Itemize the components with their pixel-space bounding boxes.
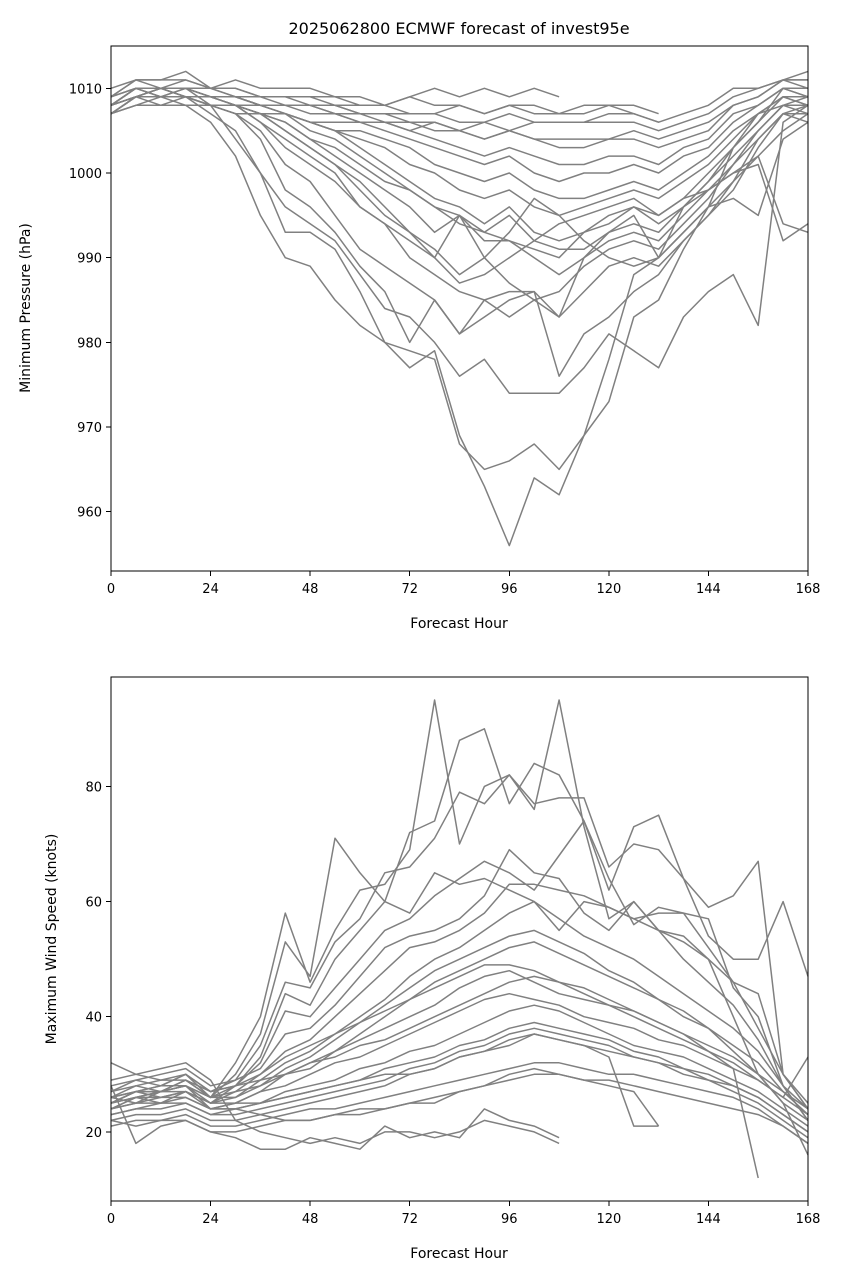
- pressure-series-line-23: [110, 96, 809, 284]
- pressure-y-axis-label: Minimum Pressure (hPa): [18, 223, 34, 393]
- wind-y-axis-label: Maximum Wind Speed (knots): [44, 834, 60, 1045]
- pressure-y-tick-label: 970: [77, 421, 102, 436]
- wind-series-line-5: [110, 848, 809, 1121]
- pressure-x-tick-label: 24: [202, 582, 219, 597]
- pressure-series-line-16: [110, 79, 808, 132]
- wind-x-axis-label: Forecast Hour: [410, 1246, 508, 1262]
- wind-x-tick-label: 96: [501, 1212, 518, 1227]
- wind-series-line-18: [110, 1085, 560, 1150]
- pressure-series-line-2: [110, 87, 809, 394]
- pressure-y-tick-label: 1000: [69, 167, 102, 182]
- pressure-series-line-1: [110, 87, 809, 471]
- pressure-series-line-22: [110, 87, 809, 259]
- wind-series-line-11: [110, 1004, 809, 1127]
- wind-series-line-17: [110, 1062, 560, 1145]
- wind-x-tick-label: 168: [796, 1212, 821, 1227]
- wind-series-line-9: [110, 969, 809, 1110]
- wind-series-line-15: [110, 1062, 809, 1145]
- wind-series-line-22: [110, 929, 809, 1156]
- wind-series-line-7: [110, 900, 809, 1110]
- pressure-series-group: [110, 70, 809, 547]
- pressure-y-tick-label: 990: [77, 252, 102, 267]
- wind-x-tick-label: 24: [202, 1212, 219, 1227]
- pressure-y-tick-label: 980: [77, 336, 102, 351]
- wind-x-tick-label: 0: [107, 1212, 115, 1227]
- wind-series-group: [110, 699, 809, 1179]
- wind-series-line-6: [110, 883, 809, 1110]
- wind-series-line-21: [110, 964, 759, 1179]
- wind-y-tick-label: 80: [85, 780, 102, 795]
- pressure-x-ticks: 0 24 48 72 96 120 144 168: [107, 571, 821, 597]
- pressure-x-tick-label: 96: [501, 582, 518, 597]
- wind-y-tick-label: 20: [85, 1126, 102, 1141]
- wind-y-tick-label: 40: [85, 1011, 102, 1026]
- wind-series-line-23: [110, 975, 809, 1099]
- pressure-x-axis-label: Forecast Hour: [410, 616, 508, 632]
- pressure-series-line-18: [110, 87, 560, 107]
- chart-title: 2025062800 ECMWF forecast of invest95e: [288, 19, 629, 38]
- pressure-y-tick-label: 960: [77, 506, 102, 521]
- pressure-x-tick-label: 0: [107, 582, 115, 597]
- wind-y-tick-label: 60: [85, 896, 102, 911]
- wind-series-line-0: [110, 699, 809, 1122]
- wind-x-tick-label: 120: [596, 1212, 621, 1227]
- pressure-plot: 0 24 48 72 96 120 144 168 96097098099010001010 …: [18, 45, 821, 632]
- pressure-plot-frame: [110, 45, 809, 572]
- wind-series-line-19: [110, 1067, 660, 1127]
- pressure-x-tick-label: 72: [401, 582, 418, 597]
- wind-series-line-4: [110, 820, 809, 1121]
- wind-x-tick-label: 72: [401, 1212, 418, 1227]
- pressure-series-line-13: [110, 87, 808, 166]
- wind-series-line-3: [110, 872, 809, 1110]
- pressure-y-ticks: 960 970 980 990 1000 1010: [69, 82, 111, 521]
- pressure-series-line-0: [110, 96, 809, 547]
- wind-series-line-10: [110, 992, 809, 1116]
- wind-plot-frame: [110, 676, 809, 1202]
- wind-x-tick-label: 144: [696, 1212, 721, 1227]
- wind-series-line-20: [110, 1033, 659, 1127]
- wind-plot: 0 24 48 72 96 120 144 168 20 40 60 80 Forecast Hou…: [44, 676, 821, 1262]
- pressure-x-tick-label: 144: [696, 582, 721, 597]
- pressure-y-tick-label: 1010: [69, 82, 102, 97]
- wind-series-line-14: [110, 1027, 809, 1133]
- pressure-x-tick-label: 48: [302, 582, 319, 597]
- pressure-series-line-20: [110, 104, 659, 132]
- pressure-x-tick-label: 168: [796, 582, 821, 597]
- pressure-x-tick-label: 120: [596, 582, 621, 597]
- wind-series-line-2: [110, 774, 809, 1093]
- wind-x-ticks: 0 24 48 72 96 120 144 168: [107, 1201, 821, 1227]
- wind-x-tick-label: 48: [302, 1212, 319, 1227]
- wind-y-ticks: 20 40 60 80: [85, 780, 111, 1141]
